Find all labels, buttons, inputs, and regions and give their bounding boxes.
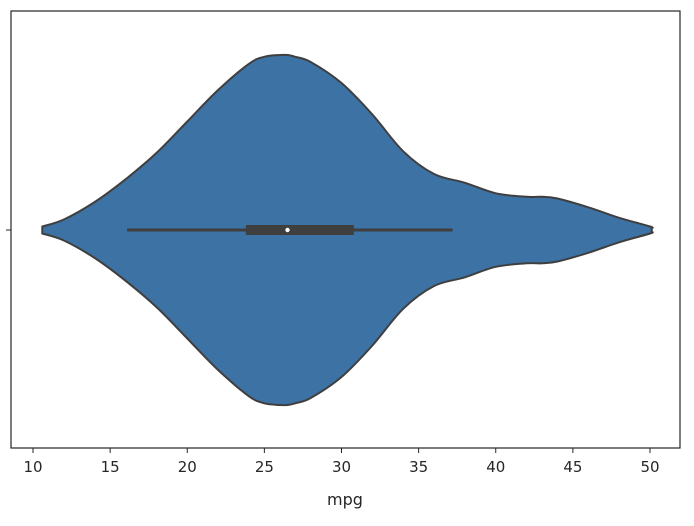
median-point bbox=[285, 227, 290, 233]
x-axis-label: mpg bbox=[327, 490, 363, 509]
x-tick-label: 40 bbox=[486, 458, 505, 476]
x-tick-label: 25 bbox=[255, 458, 274, 476]
x-tick-label: 15 bbox=[101, 458, 120, 476]
x-tick-label: 50 bbox=[640, 458, 659, 476]
x-tick-label: 30 bbox=[332, 458, 351, 476]
iqr-box bbox=[245, 225, 354, 235]
x-tick-label: 45 bbox=[563, 458, 582, 476]
x-tick-label: 20 bbox=[178, 458, 197, 476]
x-tick-label: 35 bbox=[409, 458, 428, 476]
x-tick-label: 10 bbox=[23, 458, 42, 476]
